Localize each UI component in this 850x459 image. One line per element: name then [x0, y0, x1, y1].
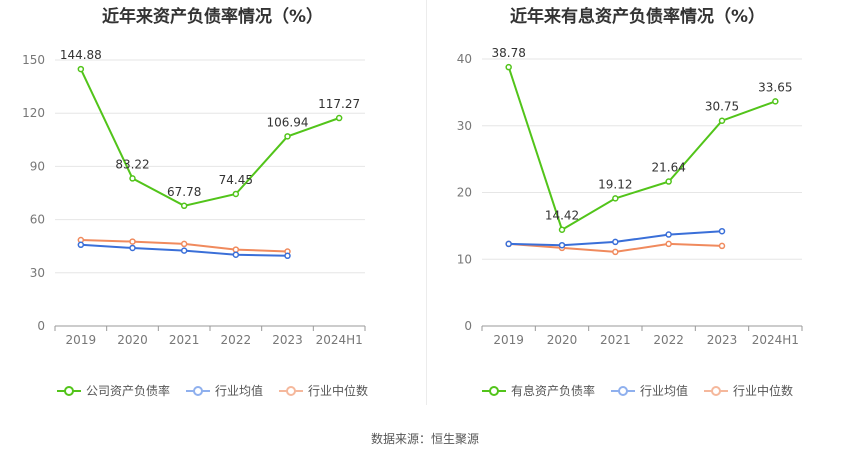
legend-item-industry-median[interactable]: 行业中位数: [279, 382, 368, 399]
x-tick-label: 2021: [600, 333, 631, 347]
data-label: 33.65: [758, 80, 792, 94]
y-tick-label: 10: [457, 252, 472, 266]
data-point-industry-avg: [558, 241, 566, 249]
legend-line-icon: [481, 385, 506, 396]
legend-label: 公司资产负债率: [85, 384, 170, 398]
data-point-industry-avg: [77, 241, 85, 249]
data-label: 144.88: [60, 48, 102, 62]
data-label: 38.78: [491, 46, 525, 60]
data-label: 117.27: [318, 97, 360, 111]
data-label: 67.78: [167, 185, 201, 199]
data-point-company: [772, 98, 779, 105]
data-point-industry-avg: [505, 240, 512, 248]
legend-item-industry-avg[interactable]: 行业均值: [185, 382, 263, 399]
data-point-industry-median: [129, 238, 136, 245]
data-point-company: [612, 195, 619, 202]
data-point-industry-avg: [665, 231, 672, 238]
data-point-industry-avg: [180, 247, 188, 254]
data-point-industry-median: [612, 248, 619, 256]
series-line-company: [507, 66, 776, 232]
data-label: 30.75: [705, 100, 739, 114]
data-label: 21.64: [651, 161, 685, 175]
legend-line-icon: [279, 385, 303, 396]
data-point-industry-avg: [232, 251, 240, 258]
chart-svg: 0 30 60 90 120 150 2019 2020 2021 2022 2023 2024H1 1…: [22, 48, 366, 347]
data-point-company: [505, 63, 512, 71]
data-point-industry-avg: [718, 227, 726, 235]
x-tick-label: 2020: [117, 333, 148, 347]
x-tick-label: 2023: [272, 333, 303, 347]
x-tick-label: 2020: [547, 333, 578, 347]
chart-panel-right: 近年来有息资产负债率情况（%） 0 10 20 30 40 2019 2020 2021 202…: [425, 0, 850, 410]
legend-line-icon: [610, 385, 635, 396]
legend-label: 有息资产负债率: [510, 384, 595, 398]
data-point-industry-median: [718, 242, 726, 250]
y-tick-label: 60: [30, 213, 45, 227]
data-point-company: [77, 65, 85, 73]
y-tick-label: 0: [37, 319, 45, 333]
y-tick-label: 30: [30, 266, 45, 280]
x-tick-label: 2022: [653, 333, 684, 347]
legend-item-industry-median[interactable]: 行业中位数: [704, 382, 793, 399]
x-tick-label: 2019: [66, 333, 97, 347]
y-tick-label: 30: [457, 119, 472, 133]
data-point-company: [665, 178, 672, 185]
legend-label: 行业均值: [639, 384, 688, 398]
legend-item-company[interactable]: 有息资产负债率: [481, 382, 595, 399]
data-point-industry-avg: [129, 244, 136, 252]
data-label: 14.42: [545, 209, 579, 223]
legend-line-icon: [56, 385, 81, 396]
data-point-industry-median: [665, 240, 672, 248]
y-tick-label: 120: [22, 106, 45, 120]
y-tick-label: 0: [464, 319, 472, 333]
x-tick-label: 2023: [707, 333, 738, 347]
data-label: 106.94: [267, 115, 309, 129]
legend-label: 行业中位数: [733, 384, 794, 398]
legend: 有息资产负债率 行业均值 行业中位数: [425, 382, 850, 399]
x-tick-label: 2024H1: [752, 333, 799, 347]
data-point-company: [232, 190, 240, 198]
data-label: 74.45: [219, 173, 253, 187]
legend-label: 行业均值: [214, 384, 263, 398]
data-point-company: [180, 202, 188, 210]
panel-divider: [426, 0, 427, 405]
chart-title: 近年来有息资产负债率情况（%）: [509, 7, 766, 27]
legend-item-company[interactable]: 公司资产负债率: [56, 382, 170, 399]
x-tick-label: 2021: [169, 333, 200, 347]
legend: 公司资产负债率 行业均值 行业中位数: [0, 382, 425, 399]
y-tick-label: 150: [22, 53, 45, 67]
data-label: 19.12: [598, 177, 632, 191]
y-tick-label: 40: [457, 52, 472, 66]
data-point-company: [129, 175, 136, 182]
series-line-company: [79, 68, 340, 207]
x-tick-label: 2019: [493, 333, 524, 347]
data-point-industry-avg: [284, 252, 291, 260]
legend-label: 行业中位数: [308, 384, 369, 398]
y-tick-label: 90: [30, 159, 45, 173]
chart-title: 近年来资产负债率情况（%）: [101, 7, 324, 27]
data-source-footer: 数据来源：恒生聚源: [370, 432, 479, 446]
data-point-company: [284, 133, 291, 140]
data-point-company: [718, 117, 726, 124]
legend-line-icon: [704, 385, 728, 396]
data-point-industry-median: [232, 246, 240, 253]
y-tick-label: 20: [457, 186, 472, 200]
data-point-industry-median: [180, 240, 188, 248]
x-tick-label: 2022: [221, 333, 252, 347]
x-tick-label: 2024H1: [316, 333, 363, 347]
legend-item-industry-avg[interactable]: 行业均值: [610, 382, 688, 399]
chart-panel-left: 近年来资产负债率情况（%） 0 30 60 90 120 150 2019 2020 2021 2…: [0, 0, 425, 410]
legend-line-icon: [185, 385, 210, 396]
chart-svg: 0 10 20 30 40 2019 2020 2021 2022 2023 2024H1 38.78…: [457, 46, 803, 347]
data-point-company: [558, 226, 566, 233]
data-point-company: [335, 114, 343, 122]
data-label: 83.22: [115, 157, 149, 171]
data-point-industry-avg: [612, 238, 619, 246]
